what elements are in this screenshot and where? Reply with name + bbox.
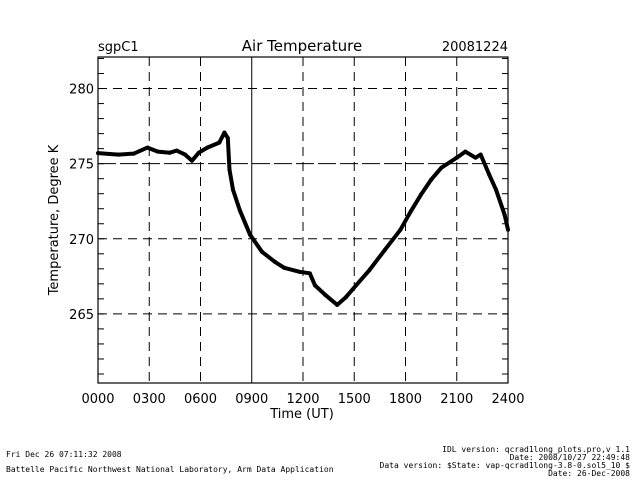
data-point	[282, 265, 287, 270]
data-point	[312, 283, 317, 288]
x-tick-label: 0900	[235, 392, 268, 407]
x-tick-label: 1200	[286, 392, 319, 407]
data-point	[502, 212, 507, 217]
data-point	[494, 187, 499, 192]
data-point	[307, 271, 312, 276]
x-tick-label: 2400	[491, 392, 524, 407]
data-point	[155, 149, 160, 154]
x-tick-label: 0300	[133, 392, 166, 407]
chart-title: Air Temperature	[242, 37, 362, 55]
data-point	[478, 152, 483, 157]
y-tick-label: 265	[69, 308, 94, 323]
data-point	[408, 209, 413, 214]
data-point	[196, 150, 201, 155]
data-point	[272, 259, 277, 264]
site-label: sgpC1	[98, 40, 139, 55]
data-date: Date: 26-Dec-2008	[548, 469, 630, 478]
data-point	[183, 152, 188, 157]
idl-version: IDL version: qcrad1long_plots.pro,v 1.1	[442, 445, 630, 454]
data-point	[222, 130, 227, 135]
data-point	[353, 283, 358, 288]
x-tick-label: 0000	[81, 392, 114, 407]
y-tick-label: 270	[69, 233, 94, 248]
data-point	[398, 227, 403, 232]
footer-version-block: IDL version: qcrad1long_plots.pro,v 1.1 …	[380, 446, 630, 478]
idl-date: Date: 2008/10/27 22:49:48	[509, 453, 630, 462]
data-point	[116, 152, 121, 157]
x-tick-label: 1500	[338, 392, 371, 407]
data-point	[217, 140, 222, 145]
x-tick-label: 0600	[184, 392, 217, 407]
data-point	[248, 232, 253, 237]
x-tick-label: 1800	[389, 392, 422, 407]
data-point	[323, 292, 328, 297]
footer-organization: Battelle Pacific Northwest National Labo…	[6, 465, 334, 474]
data-point	[131, 151, 136, 156]
data-point	[145, 145, 150, 150]
data-point	[473, 155, 478, 160]
data-point	[297, 269, 302, 274]
data-point	[230, 187, 235, 192]
y-axis-label: Temperature, Degree K	[47, 144, 62, 296]
data-point	[439, 165, 444, 170]
temperature-series-line	[97, 130, 510, 307]
data-point	[383, 247, 387, 252]
y-tick-label: 280	[69, 83, 94, 98]
data-point	[343, 295, 348, 300]
x-axis-label: Time (UT)	[269, 407, 334, 422]
footer-timestamp: Fri Dec 26 07:11:32 2008	[6, 450, 122, 459]
data-point	[174, 148, 179, 153]
data-point	[237, 208, 242, 213]
data-point	[367, 267, 372, 272]
data-point	[463, 149, 468, 154]
data-point	[189, 158, 194, 163]
data-point	[418, 192, 423, 197]
data-point	[487, 172, 492, 177]
data-point	[454, 155, 459, 160]
date-label: 20081224	[442, 40, 508, 55]
data-point	[225, 136, 230, 141]
data-point	[227, 167, 232, 172]
plot-frame	[97, 56, 509, 384]
data-point	[429, 177, 434, 182]
data-point	[260, 249, 264, 254]
data-point	[335, 302, 340, 307]
data-version: Data version: $State: vap-qcrad1long-3.8…	[379, 461, 630, 470]
data-point	[167, 150, 172, 155]
x-tick-label: 2100	[440, 392, 473, 407]
data-point	[205, 145, 210, 150]
y-tick-label: 275	[69, 158, 94, 173]
